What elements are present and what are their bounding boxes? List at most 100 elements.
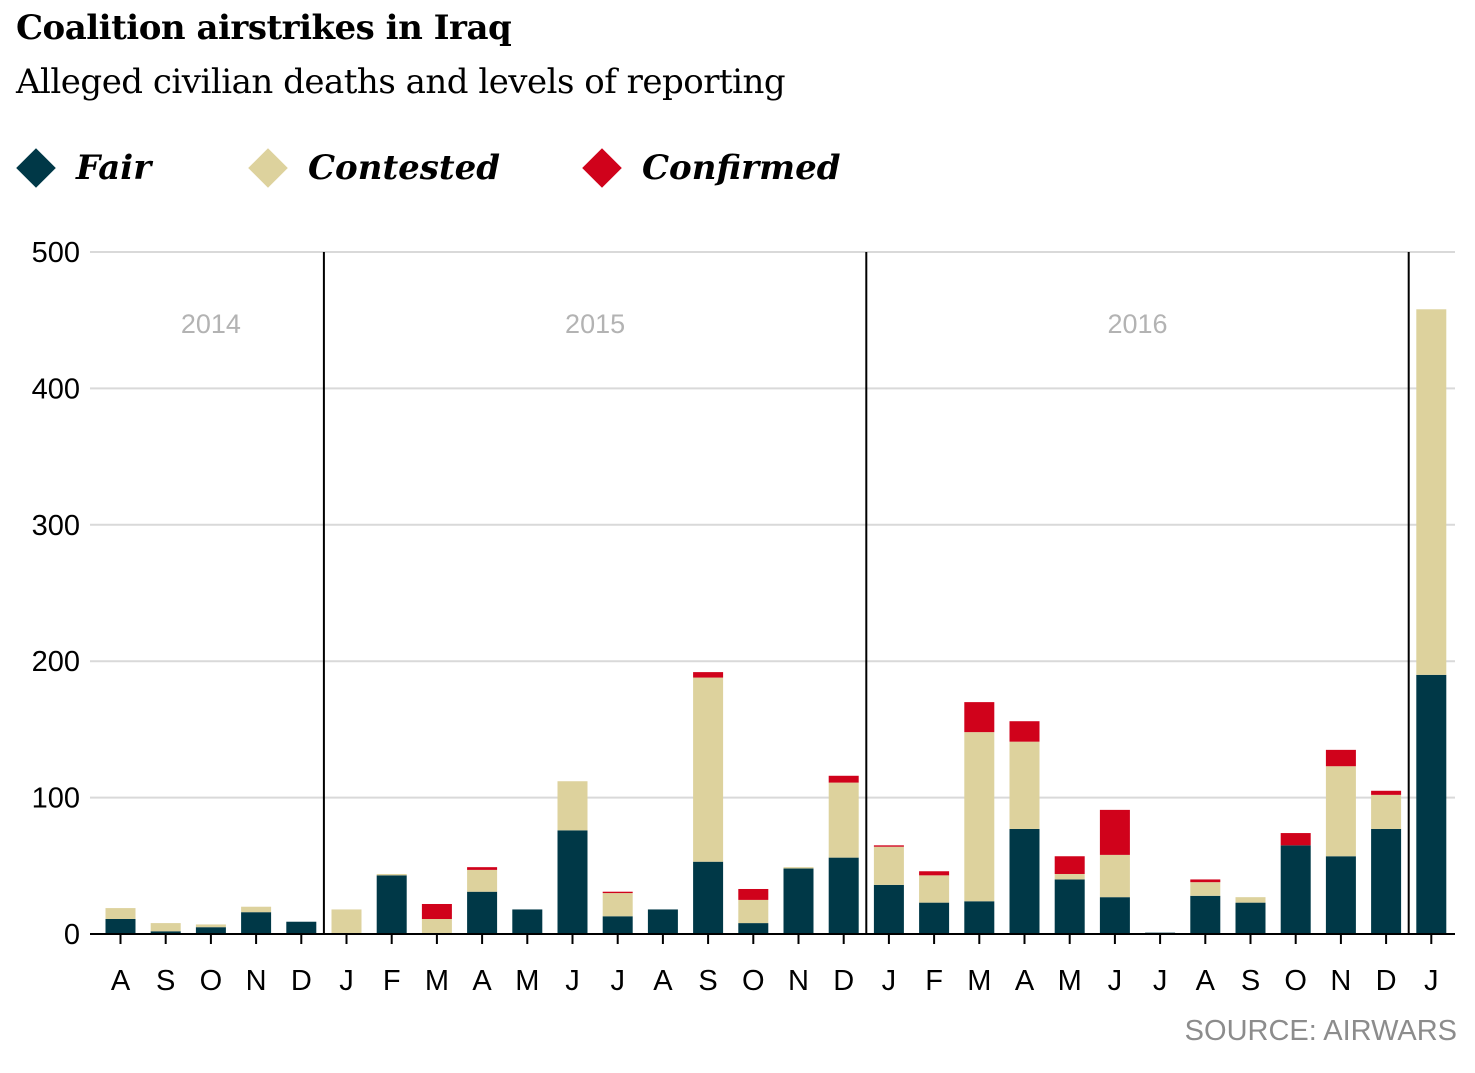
x-tick-label: O bbox=[742, 965, 765, 997]
bar-contested-20 bbox=[1009, 741, 1040, 829]
bar-contested-25 bbox=[1235, 897, 1266, 903]
x-tick-label: S bbox=[156, 965, 175, 997]
x-tick-label: N bbox=[1330, 965, 1351, 997]
x-tick-label: D bbox=[833, 965, 854, 997]
bar-confirmed-13 bbox=[693, 672, 724, 678]
bar-fair-16 bbox=[828, 857, 859, 934]
bar-fair-22 bbox=[1099, 897, 1130, 934]
bar-contested-21 bbox=[1054, 873, 1085, 880]
legend-label-contested: Contested bbox=[308, 148, 501, 188]
x-tick-label: J bbox=[1153, 965, 1168, 997]
bar-fair-28 bbox=[1371, 828, 1402, 934]
bar-confirmed-26 bbox=[1280, 833, 1311, 846]
bar-contested-19 bbox=[964, 732, 995, 902]
y-tick-label-400: 400 bbox=[32, 373, 80, 405]
x-tick-label: N bbox=[246, 965, 267, 997]
year-label-2015: 2015 bbox=[565, 309, 625, 339]
bar-contested-3 bbox=[241, 906, 272, 913]
bar-contested-11 bbox=[602, 893, 633, 917]
x-tick-label: J bbox=[1108, 965, 1123, 997]
bar-fair-10 bbox=[557, 830, 588, 934]
bar-fair-15 bbox=[783, 868, 814, 934]
bar-fair-18 bbox=[919, 902, 950, 934]
bar-fair-20 bbox=[1009, 828, 1040, 934]
x-tick-label: M bbox=[425, 965, 449, 997]
bar-contested-17 bbox=[873, 846, 904, 885]
bar-fair-11 bbox=[602, 916, 633, 934]
x-tick-label: J bbox=[565, 965, 580, 997]
x-tick-label: A bbox=[472, 965, 492, 997]
bar-contested-13 bbox=[693, 677, 724, 862]
x-tick-label: F bbox=[383, 965, 401, 997]
year-label-2014: 2014 bbox=[181, 309, 241, 339]
bar-confirmed-17 bbox=[873, 845, 904, 847]
bar-fair-29 bbox=[1416, 674, 1447, 934]
x-tick-label: A bbox=[1015, 965, 1035, 997]
bar-fair-0 bbox=[105, 918, 136, 934]
x-tick-label: O bbox=[1284, 965, 1307, 997]
x-tick-label: A bbox=[653, 965, 673, 997]
x-tick-label: O bbox=[200, 965, 223, 997]
x-tick-label: M bbox=[515, 965, 539, 997]
bar-fair-21 bbox=[1054, 879, 1085, 934]
bar-confirmed-27 bbox=[1325, 749, 1356, 767]
chart-title: Coalition airstrikes in Iraq bbox=[16, 8, 512, 48]
bar-contested-6 bbox=[376, 873, 407, 876]
y-tick-label-100: 100 bbox=[32, 783, 80, 815]
bar-confirmed-19 bbox=[964, 702, 995, 733]
x-tick-label: D bbox=[291, 965, 312, 997]
x-tick-label: M bbox=[967, 965, 991, 997]
bar-fair-26 bbox=[1280, 845, 1311, 934]
bar-fair-2 bbox=[195, 927, 226, 934]
bar-confirmed-22 bbox=[1099, 809, 1130, 855]
bar-fair-3 bbox=[241, 912, 272, 934]
x-tick-label: J bbox=[1424, 965, 1439, 997]
x-tick-label: A bbox=[111, 965, 131, 997]
x-tick-label: M bbox=[1058, 965, 1082, 997]
bar-confirmed-18 bbox=[919, 871, 950, 876]
bar-contested-28 bbox=[1371, 794, 1402, 829]
bar-contested-14 bbox=[738, 899, 769, 924]
bar-confirmed-16 bbox=[828, 775, 859, 783]
x-tick-label: D bbox=[1376, 965, 1397, 997]
bar-contested-7 bbox=[421, 918, 452, 934]
y-tick-label-0: 0 bbox=[64, 919, 80, 951]
x-tick-label: N bbox=[788, 965, 809, 997]
legend-label-fair: Fair bbox=[76, 148, 152, 188]
bar-confirmed-20 bbox=[1009, 721, 1040, 742]
year-label-2016: 2016 bbox=[1107, 309, 1167, 339]
bar-contested-22 bbox=[1099, 854, 1130, 898]
chart-subtitle: Alleged civilian deaths and levels of re… bbox=[16, 62, 786, 102]
x-tick-label: J bbox=[882, 965, 897, 997]
bar-contested-16 bbox=[828, 782, 859, 858]
bar-contested-24 bbox=[1190, 882, 1221, 896]
legend-label-confirmed: Confirmed bbox=[642, 148, 841, 188]
x-tick-label: S bbox=[698, 965, 717, 997]
bar-contested-27 bbox=[1325, 766, 1356, 857]
y-tick-label-500: 500 bbox=[32, 237, 80, 269]
bar-fair-25 bbox=[1235, 902, 1266, 934]
bar-fair-4 bbox=[286, 921, 317, 934]
x-tick-label: A bbox=[1196, 965, 1216, 997]
bar-fair-19 bbox=[964, 901, 995, 934]
bar-contested-2 bbox=[195, 924, 226, 928]
bar-fair-9 bbox=[512, 909, 543, 934]
bar-contested-15 bbox=[783, 867, 814, 869]
bar-confirmed-11 bbox=[602, 891, 633, 894]
bar-contested-5 bbox=[331, 909, 362, 934]
y-tick-label-200: 200 bbox=[32, 646, 80, 678]
y-tick-label-300: 300 bbox=[32, 510, 80, 542]
bar-fair-1 bbox=[150, 931, 181, 934]
bar-fair-8 bbox=[467, 891, 498, 934]
bar-confirmed-24 bbox=[1190, 879, 1221, 883]
bar-fair-17 bbox=[873, 884, 904, 934]
x-tick-label: J bbox=[339, 965, 354, 997]
bar-contested-0 bbox=[105, 908, 136, 919]
bar-contested-18 bbox=[919, 875, 950, 903]
source-note: SOURCE: AIRWARS bbox=[1184, 1015, 1457, 1047]
x-tick-label: J bbox=[610, 965, 625, 997]
bar-confirmed-21 bbox=[1054, 856, 1085, 874]
x-tick-label: S bbox=[1241, 965, 1260, 997]
x-tick-label: F bbox=[925, 965, 943, 997]
